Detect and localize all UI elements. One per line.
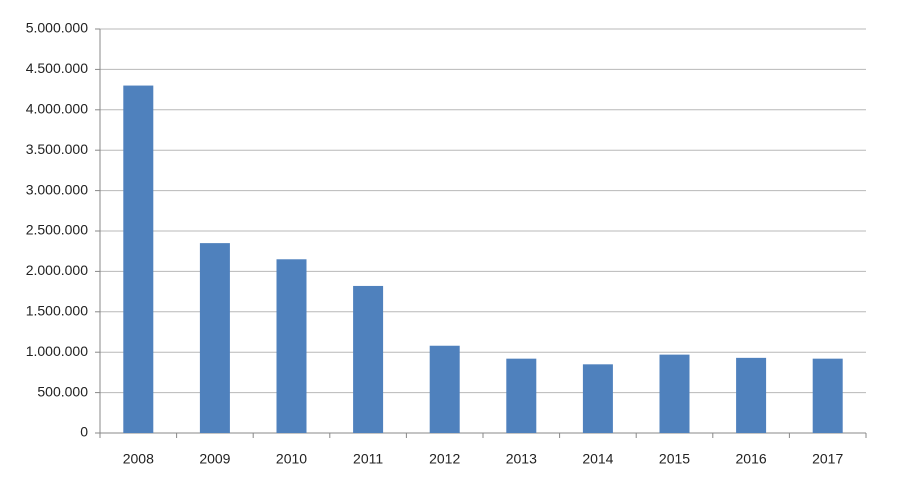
y-tick-label: 4.500.000 [26, 60, 88, 76]
y-tick-label: 4.000.000 [26, 101, 88, 117]
y-tick-label: 5.000.000 [26, 20, 88, 36]
bar [276, 259, 307, 433]
y-tick-label: 2.000.000 [26, 262, 88, 278]
bar [123, 85, 154, 433]
bar [199, 243, 230, 433]
bar [582, 364, 613, 433]
bar [429, 345, 460, 433]
y-tick-label: 1.500.000 [26, 303, 88, 319]
x-tick-label: 2013 [506, 451, 537, 467]
y-tick-label: 500.000 [37, 383, 88, 399]
bar [812, 358, 843, 433]
bar [736, 357, 767, 433]
x-tick-label: 2012 [429, 451, 460, 467]
x-tick-label: 2016 [736, 451, 767, 467]
x-tick-label: 2009 [199, 451, 230, 467]
y-tick-label: 2.500.000 [26, 222, 88, 238]
x-tick-label: 2008 [123, 451, 154, 467]
bar [659, 354, 690, 433]
x-tick-label: 2014 [582, 451, 613, 467]
bar [506, 358, 537, 433]
bar [353, 285, 384, 433]
x-tick-label: 2015 [659, 451, 690, 467]
x-tick-label: 2017 [812, 451, 843, 467]
x-tick-label: 2011 [353, 451, 383, 467]
y-tick-label: 0 [80, 424, 88, 440]
y-tick-label: 3.000.000 [26, 181, 88, 197]
x-tick-label: 2010 [276, 451, 307, 467]
y-tick-label: 1.000.000 [26, 343, 88, 359]
y-tick-label: 3.500.000 [26, 141, 88, 157]
